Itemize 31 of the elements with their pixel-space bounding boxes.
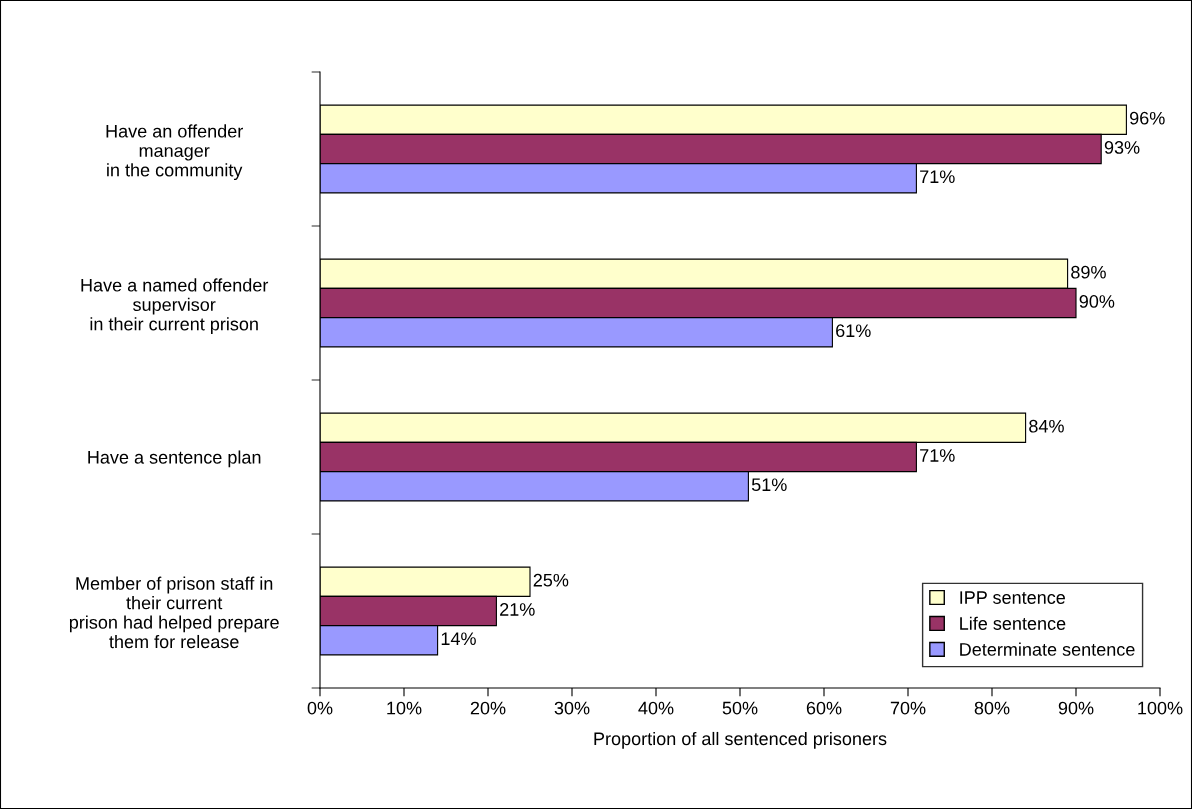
y-tick-label: Have a sentence plan	[88, 450, 261, 468]
data-label: 71%	[920, 170, 955, 184]
x-tick-label: 100%	[1138, 701, 1183, 715]
x-tick-label: 40%	[638, 701, 674, 715]
y-tick-label: Member of prison staff in their current prison had helped prepare them for release	[69, 576, 279, 649]
data-label: 90%	[1079, 295, 1115, 308]
data-label: 93%	[1104, 141, 1140, 154]
x-tick-label: 50%	[722, 701, 758, 715]
x-tick-label: 70%	[890, 701, 926, 715]
legend-label: Life sentence	[960, 616, 1066, 630]
legend-label: Determinate sentence	[960, 642, 1135, 656]
y-tick-label: Have an offender manager in the community	[106, 124, 243, 181]
legend-label: IPP sentence	[960, 591, 1065, 604]
data-label: 84%	[1029, 419, 1064, 433]
x-tick-label: 20%	[470, 701, 506, 715]
data-label: 25%	[533, 573, 569, 587]
x-tick-label: 30%	[554, 701, 590, 715]
data-label: 14%	[441, 632, 476, 646]
x-tick-label: 80%	[974, 701, 1010, 715]
x-tick-label: 60%	[806, 701, 842, 715]
data-label: 71%	[920, 449, 955, 462]
x-tick-label: 10%	[387, 701, 422, 715]
data-label: 61%	[836, 324, 871, 338]
y-tick-label: Have a named offender supervisor in their current prison	[81, 278, 269, 335]
x-tick-label: 90%	[1058, 701, 1094, 715]
data-label: 21%	[500, 603, 535, 616]
data-label: 89%	[1071, 265, 1106, 279]
data-label: 96%	[1130, 111, 1165, 125]
x-axis-title: Proportion of all sentenced prisoners	[594, 731, 887, 749]
data-label: 51%	[751, 478, 787, 492]
x-tick-label: 0%	[307, 701, 333, 715]
